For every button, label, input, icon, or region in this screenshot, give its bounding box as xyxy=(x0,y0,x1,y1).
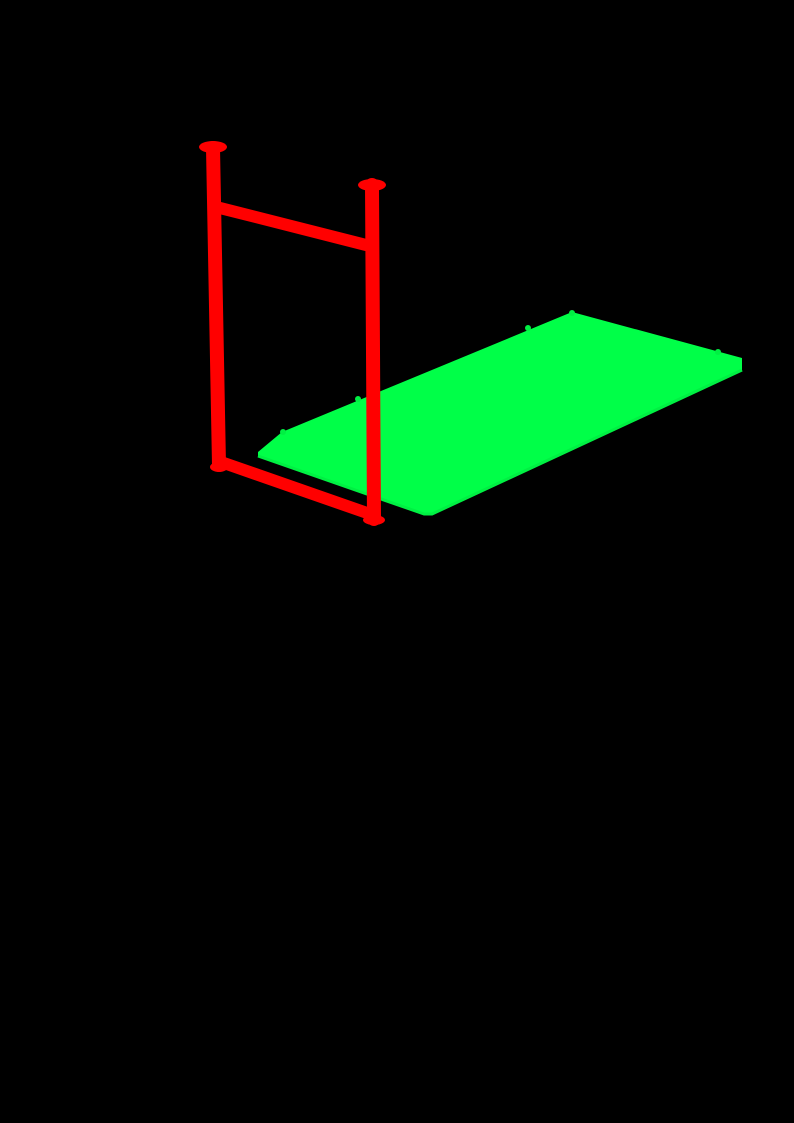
frame-left-post xyxy=(206,141,226,472)
frame-left-foot xyxy=(210,462,228,472)
frame-upper-rung xyxy=(214,202,372,251)
green-panel-corner-marker xyxy=(569,310,575,316)
red-ladder-frame xyxy=(199,141,386,526)
frame-right-post xyxy=(365,178,381,526)
frame-right-foot xyxy=(363,515,385,525)
green-panel-corner-marker xyxy=(280,429,286,435)
green-panel-corner-marker xyxy=(355,396,361,402)
frame-left-cap xyxy=(199,141,227,153)
frame-lower-rung xyxy=(215,456,376,520)
green-panel-corner-marker xyxy=(525,325,531,331)
frame-right-cap xyxy=(358,179,386,191)
green-panel-corner-marker xyxy=(715,349,721,355)
green-panel-edge xyxy=(257,368,743,516)
